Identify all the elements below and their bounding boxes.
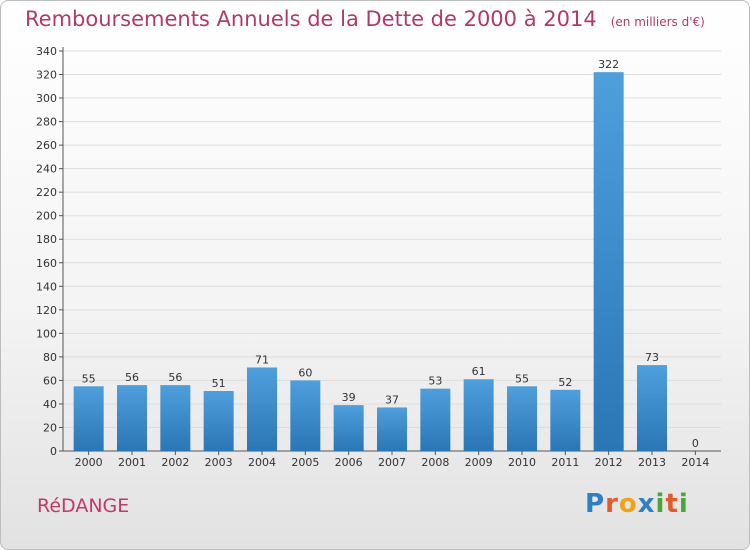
data-label-2007: 37 (385, 393, 399, 406)
axes: 0 20 40 60 80 100 120 140 160 180 200 220 240 260 280 3… (36, 45, 721, 469)
data-label-2008: 53 (428, 375, 442, 388)
data-label-2014: 0 (692, 437, 699, 450)
chart-title: Remboursements Annuels de la Dette de 20… (25, 7, 597, 31)
bar-2010 (507, 386, 537, 451)
x-tick-label: 2005 (291, 456, 319, 469)
y-tick-label: 60 (43, 374, 57, 387)
data-label-2013: 73 (645, 351, 659, 364)
data-label-2002: 56 (168, 371, 182, 384)
bar-2004 (247, 367, 277, 451)
y-tick-label: 40 (43, 398, 57, 411)
logo-letter: r (605, 489, 619, 519)
bar-2011 (550, 389, 581, 451)
logo-letter: t (665, 489, 679, 519)
x-tick-label: 2009 (465, 456, 493, 469)
data-labels: 55 56 56 51 71 60 39 37 53 61 55 52 322 73 0 (82, 58, 699, 450)
y-tick-label: 240 (36, 163, 57, 176)
y-tick-label: 0 (50, 445, 57, 458)
x-tick-label: 2003 (205, 456, 233, 469)
bar-2007 (377, 407, 407, 451)
y-tick-label: 160 (36, 257, 57, 270)
data-label-2011: 52 (558, 376, 572, 389)
x-tick-label: 2001 (118, 456, 146, 469)
y-tick-label: 140 (36, 280, 57, 293)
x-tick-label: 2010 (508, 456, 536, 469)
logo-letter: i (678, 489, 689, 519)
x-tick-label: 2013 (638, 456, 666, 469)
y-tick-label: 220 (36, 186, 57, 199)
data-label-2010: 55 (515, 372, 529, 385)
data-label-2009: 61 (472, 365, 486, 378)
x-tick-label: 2011 (551, 456, 579, 469)
data-label-2012: 322 (598, 58, 619, 71)
y-tick-label: 20 (43, 421, 57, 434)
chart-title-row: Remboursements Annuels de la Dette de 20… (25, 7, 705, 31)
y-tick-label: 320 (36, 69, 57, 82)
data-label-2001: 56 (125, 371, 139, 384)
bar-2009 (463, 379, 494, 451)
logo-letter: x (637, 489, 656, 519)
data-label-2006: 39 (342, 391, 356, 404)
data-label-2004: 71 (255, 353, 269, 366)
y-tick-label: 120 (36, 304, 57, 317)
logo-letter: P (585, 489, 606, 519)
x-tick-label: 2006 (335, 456, 363, 469)
x-tick-label: 2007 (378, 456, 406, 469)
bar-2006 (333, 405, 364, 451)
y-tick-label: 300 (36, 92, 57, 105)
data-label-2000: 55 (82, 372, 96, 385)
y-tick-label: 200 (36, 210, 57, 223)
bar-2001 (117, 385, 147, 451)
proxiti-logo[interactable]: Proxiti (585, 489, 689, 519)
logo-letter: o (618, 489, 638, 519)
x-tick-label: 2000 (75, 456, 103, 469)
bar-2003 (203, 391, 234, 451)
logo-letter: i (655, 489, 666, 519)
y-tick-label: 260 (36, 139, 57, 152)
bar-2012 (593, 72, 624, 452)
x-tick-label: 2014 (681, 456, 709, 469)
y-tick-label: 100 (36, 327, 57, 340)
x-tick-label: 2004 (248, 456, 276, 469)
x-tick-label: 2012 (595, 456, 623, 469)
y-tick-label: 180 (36, 233, 57, 246)
commune-name: RéDANGE (37, 495, 130, 517)
bars (73, 72, 667, 452)
chart-subtitle: (en milliers d'€) (610, 15, 705, 29)
x-tick-label: 2008 (421, 456, 449, 469)
data-label-2003: 51 (212, 377, 226, 390)
bar-2005 (290, 380, 321, 451)
y-tick-label: 80 (43, 351, 57, 364)
y-tick-label: 340 (36, 45, 57, 58)
bar-2008 (420, 388, 451, 451)
bar-2013 (637, 365, 667, 451)
bar-2002 (160, 385, 191, 451)
bar-2000 (73, 386, 104, 451)
x-tick-label: 2002 (161, 456, 189, 469)
y-tick-label: 280 (36, 116, 57, 129)
data-label-2005: 60 (298, 366, 312, 379)
